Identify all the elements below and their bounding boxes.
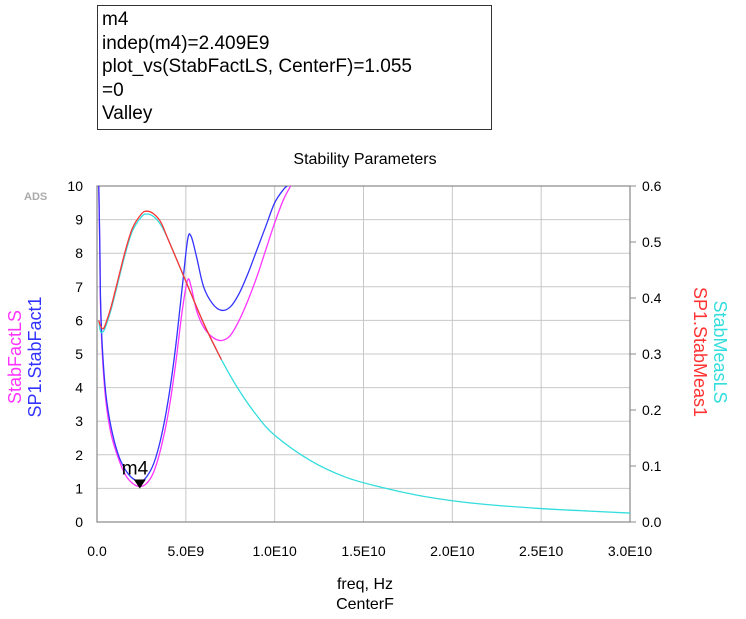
marker-readout-value: plot_vs(StabFactLS, CenterF)=1.055 <box>102 56 412 77</box>
y-left-tick-label: 7 <box>75 279 83 295</box>
y-left-tick-label: 3 <box>75 413 83 429</box>
y-left-tick-label: 2 <box>75 447 83 463</box>
x-tick-label: 1.0E10 <box>252 543 297 559</box>
y-left-tick-label: 1 <box>75 480 83 496</box>
series-layer <box>98 186 630 514</box>
marker-readout-extra: =0 <box>102 79 124 101</box>
y-left-tick-label: 9 <box>75 212 83 228</box>
right-axis-label-stabmeasls: StabMeasLS <box>710 300 730 403</box>
right-axis-label-stabmeas1: SP1.StabMeas1 <box>690 287 710 417</box>
left-axis-label-stabfactls: StabFactLS <box>5 310 25 404</box>
y-right-tick-label: 0.0 <box>642 514 662 530</box>
series-line-stabmeasls <box>98 213 630 514</box>
y-right-tick-label: 0.6 <box>642 178 662 194</box>
y-left-tick-label: 5 <box>75 346 83 362</box>
y-left-tick-label: 10 <box>67 178 83 194</box>
series-line-sp1-stabfact1 <box>98 186 288 483</box>
y-left-tick-label: 8 <box>75 245 83 261</box>
y-left-tick-label: 0 <box>75 514 83 530</box>
marker-readout-name: m4 <box>102 9 129 30</box>
marker-readout-indep: indep(m4)=2.409E9 <box>102 32 270 54</box>
x-tick-label: 2.5E10 <box>519 543 564 559</box>
tick-layer: 0.0 5.0E9 1.0E10 1.5E10 2.0E10 2.5E10 3.0E10 0 1… <box>67 178 661 559</box>
y-left-tick-label: 6 <box>75 312 83 328</box>
watermark-ads: ADS <box>24 191 47 203</box>
series-line-stabfactls <box>98 186 292 488</box>
left-axis-label-stabfact1: SP1.StabFact1 <box>25 296 45 417</box>
marker-readout-type: Valley <box>102 103 153 124</box>
marker-m4-triangle <box>133 479 146 489</box>
x-tick-label: 2.0E10 <box>430 543 475 559</box>
y-right-tick-label: 0.1 <box>642 458 662 474</box>
x-tick-label: 5.0E9 <box>168 543 205 559</box>
y-right-tick-label: 0.3 <box>642 346 662 362</box>
marker-layer: m4 <box>122 459 149 489</box>
x-tick-label: 3.0E10 <box>608 543 653 559</box>
chart-title: Stability Parameters <box>293 151 436 168</box>
x-axis-label-sub: CenterF <box>336 596 394 613</box>
x-tick-label: 1.5E10 <box>341 543 386 559</box>
y-right-tick-label: 0.4 <box>642 290 662 306</box>
x-axis-label: freq, Hz <box>337 576 393 593</box>
x-tick-label: 0.0 <box>87 543 107 559</box>
y-left-tick-label: 4 <box>75 380 83 396</box>
marker-m4-label: m4 <box>122 459 149 480</box>
marker-readout-box: m4 indep(m4)=2.409E9 plot_vs(StabFactLS,… <box>97 5 492 130</box>
series-line-sp1-stabmeas1 <box>98 210 222 360</box>
y-right-tick-label: 0.5 <box>642 234 662 250</box>
y-right-tick-label: 0.2 <box>642 402 662 418</box>
